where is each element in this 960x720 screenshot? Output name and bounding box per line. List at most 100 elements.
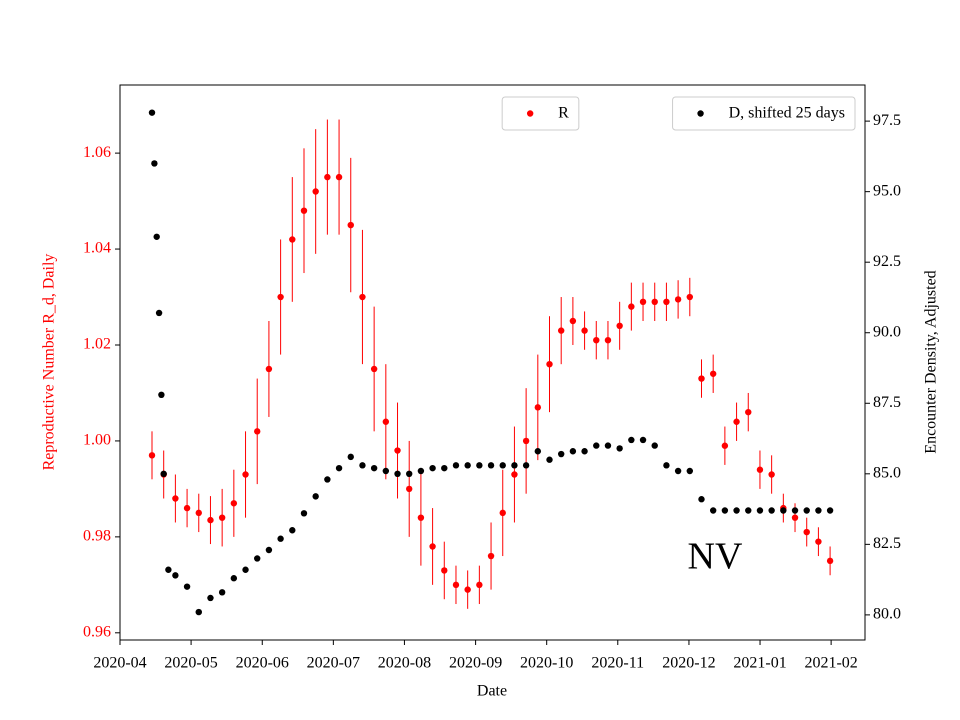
x-tick-label: 2020-07 [307,655,360,672]
point [791,507,799,514]
point [651,298,658,306]
point [674,296,682,303]
point [780,507,787,514]
point [452,581,460,589]
legend-marker [697,110,704,117]
point [265,365,273,373]
point [165,566,172,573]
point [651,442,658,449]
point [826,557,834,565]
y-tick-label: 1.00 [83,432,111,449]
y2-tick-label: 95.0 [873,182,901,199]
point [382,467,390,475]
point [207,594,214,602]
point [698,375,705,382]
point [218,514,226,521]
x-tick-label: 2021-02 [804,655,857,672]
point [581,327,588,334]
point [557,327,565,334]
point [230,575,238,582]
point [300,510,308,517]
point [593,336,600,344]
point [686,293,694,301]
point [639,436,647,444]
legend-box [672,96,856,131]
point [242,566,249,573]
point [324,476,331,483]
point [663,298,670,306]
point [335,173,343,181]
point [674,467,682,475]
point [733,507,740,514]
y2-axis-label: Encounter Density, Adjusted [923,270,940,453]
point [464,586,471,593]
point [604,442,612,449]
annotation: NV [688,536,743,578]
point [230,500,238,507]
point [499,462,506,469]
y2-tick-label: 87.5 [873,394,901,411]
y-tick-label: 0.98 [83,528,111,545]
point [616,445,623,452]
point [815,538,822,545]
x-tick-label: 2020-04 [93,655,146,672]
point [756,466,764,473]
point [593,442,600,449]
point [534,404,542,411]
point [721,507,729,514]
point [394,470,401,478]
point [499,509,506,517]
point [581,448,588,455]
point [370,464,378,472]
x-tick-label: 2020-08 [378,655,431,672]
point [195,608,202,616]
point [429,464,436,472]
point [791,514,799,521]
point [628,303,635,310]
point [569,317,577,325]
point [218,589,226,596]
point [417,467,425,475]
point [686,467,694,475]
y-tick-label: 1.02 [83,336,111,353]
point [476,462,483,469]
point [289,236,296,243]
y2-tick-label: 92.5 [873,253,901,270]
point [569,448,577,455]
point [312,493,319,500]
point [148,109,156,116]
x-tick-label: 2020-09 [449,655,502,672]
point [511,462,518,469]
point [628,436,635,444]
point [745,408,752,416]
point [487,462,495,469]
point [522,437,530,445]
y-tick-label: 1.06 [83,144,111,161]
point [464,462,471,469]
point [522,462,530,469]
y2-tick-label: 90.0 [873,323,901,340]
point [265,546,273,554]
x-tick-label: 2020-12 [662,655,715,672]
point [756,507,764,514]
x-tick-label: 2020-06 [236,655,289,672]
point [511,471,518,478]
point [546,360,553,368]
point [546,456,553,463]
point [382,418,390,425]
point [153,233,160,240]
y2-tick-label: 85.0 [873,464,901,481]
point [639,298,647,306]
point [441,567,448,574]
point [242,471,249,478]
point [160,470,167,478]
point [289,527,296,534]
point [826,507,834,514]
point [347,453,354,461]
point [151,160,158,167]
point [745,507,752,514]
point [429,543,436,550]
y-tick-label: 0.96 [83,623,111,640]
point [254,428,261,435]
